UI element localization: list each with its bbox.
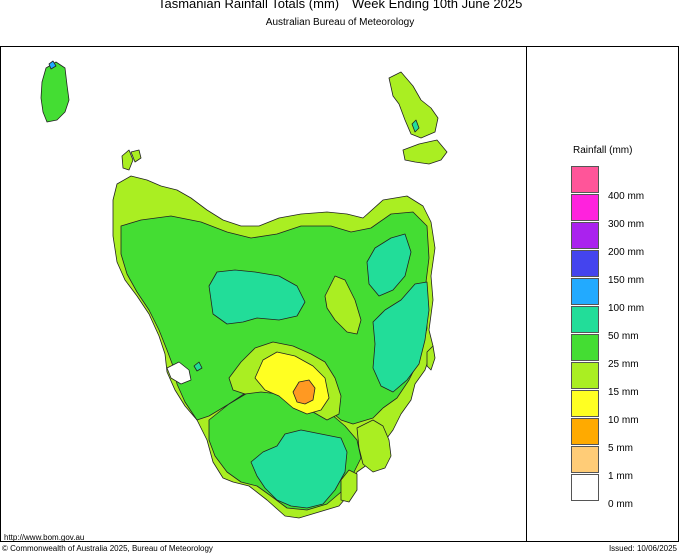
zone-50mm-west (208, 269, 306, 325)
legend-swatch-10 (571, 390, 599, 417)
map-period: Week Ending 10th June 2025 (352, 0, 523, 11)
legend-label-150: 150 mm (608, 275, 645, 286)
legend-divider (526, 46, 527, 542)
legend-swatch-150 (571, 250, 599, 277)
legend-label-0: 0 mm (608, 499, 633, 510)
bruny-island (340, 469, 358, 503)
legend-swatches (571, 166, 599, 502)
map-title: Tasmanian Rainfall Totals (mm) (158, 0, 340, 11)
legend-swatch-200 (571, 222, 599, 249)
map-frame (0, 46, 679, 542)
legend-swatch-100 (571, 278, 599, 305)
zone-50mm-northeast (366, 233, 412, 297)
flinders-island (388, 71, 439, 139)
legend-swatch-400 (571, 166, 599, 193)
legend-swatch-0 (571, 474, 599, 501)
legend-label-10: 10 mm (608, 415, 639, 426)
map-subtitle: Australian Bureau of Meteorology (265, 17, 415, 28)
tasmania-rainfall-map (40, 60, 448, 519)
legend-swatch-25 (571, 334, 599, 361)
legend-swatch-15 (571, 362, 599, 389)
zone-50mm-east (372, 281, 430, 393)
issued-date: Issued: 10/06/2025 (608, 544, 677, 553)
cape-barren-island (402, 139, 448, 165)
bom-url: http://www.bom.gov.au (4, 533, 85, 542)
zone-50mm-south (250, 429, 348, 509)
three-hummock-island (121, 149, 134, 171)
copyright-notice: © Commonwealth of Australia 2025, Bureau… (2, 544, 213, 553)
lake-feature (193, 361, 203, 372)
flinders-lagoon (411, 119, 420, 133)
zone-15mm-southeast (356, 419, 392, 473)
map-header: Tasmanian Rainfall Totals (mm) Week Endi… (0, 0, 680, 46)
king-island (40, 61, 70, 123)
maria-island (426, 345, 436, 371)
legend-swatch-5 (571, 418, 599, 445)
legend-label-1: 1 mm (608, 471, 633, 482)
legend-label-200: 200 mm (608, 247, 645, 258)
zone-15mm-midlands (324, 275, 362, 335)
legend-label-100: 100 mm (608, 303, 645, 314)
legend-swatch-300 (571, 194, 599, 221)
macquarie-harbour (166, 361, 192, 385)
zone-5mm-central (292, 379, 316, 405)
legend-title: Rainfall (mm) (573, 145, 633, 156)
legend-swatch-1 (571, 446, 599, 473)
king-island-marker (48, 60, 57, 70)
legend-label-25: 25 mm (608, 359, 639, 370)
legend-label-15: 15 mm (608, 387, 639, 398)
legend-label-300: 300 mm (608, 219, 645, 230)
robbins-island (130, 149, 142, 163)
legend-label-50: 50 mm (608, 331, 639, 342)
legend-label-400: 400 mm (608, 191, 645, 202)
legend-swatch-50 (571, 306, 599, 333)
legend-label-5: 5 mm (608, 443, 633, 454)
